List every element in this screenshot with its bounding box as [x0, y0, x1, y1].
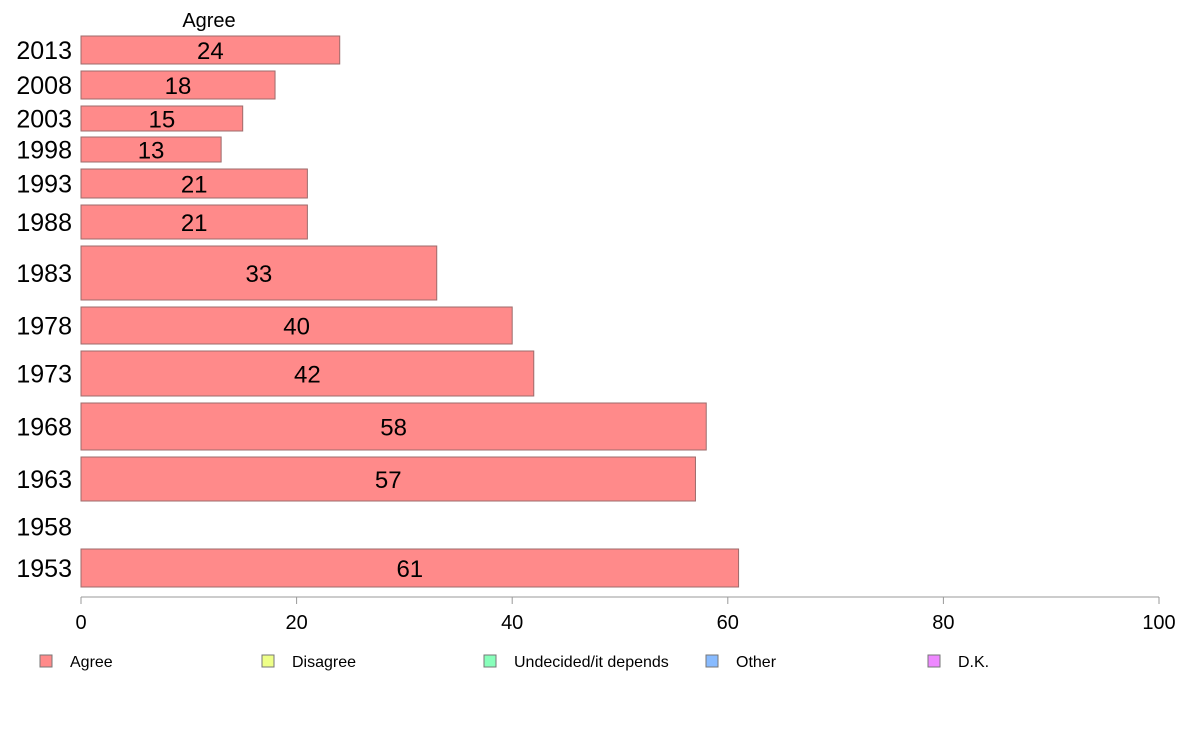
data-label: 21: [181, 172, 208, 199]
bar: [80, 35, 341, 65]
legend-label: Other: [736, 654, 777, 671]
data-label: 42: [294, 362, 321, 389]
y-tick-label: 2013: [16, 37, 72, 65]
y-tick-label: 1953: [16, 555, 72, 583]
legend-swatch: [705, 654, 719, 668]
legend-swatch: [261, 654, 275, 668]
bar: [80, 168, 308, 199]
chart-title: Agree: [182, 10, 235, 32]
data-label: 21: [181, 210, 208, 237]
y-tick-label: 1963: [16, 466, 72, 494]
legend-label: Undecided/it depends: [514, 654, 669, 671]
x-tick-label: 60: [717, 612, 739, 634]
y-tick-label: 1988: [16, 209, 72, 237]
x-tick-label: 40: [501, 612, 523, 634]
y-tick-label: 1958: [16, 514, 72, 542]
bar: [80, 456, 696, 502]
bar: [80, 402, 707, 451]
y-tick-label: 1978: [16, 313, 72, 341]
bar: [80, 245, 438, 301]
data-label: 15: [148, 107, 175, 134]
data-label: 13: [138, 138, 165, 165]
bar: [80, 548, 740, 588]
bar: [80, 350, 535, 397]
x-axis: 0 20 40 60 80 100: [75, 596, 1176, 634]
x-tick-label: 100: [1142, 612, 1175, 634]
legend-swatch: [483, 654, 497, 668]
x-tick-label: 80: [932, 612, 954, 634]
legend-label: Disagree: [292, 654, 356, 671]
y-tick-label: 1993: [16, 171, 72, 199]
y-tick-label: 2003: [16, 106, 72, 134]
legend-swatch: [927, 654, 941, 668]
y-tick-label: 1983: [16, 260, 72, 288]
y-tick-label: 2008: [16, 72, 72, 100]
y-tick-label: 1968: [16, 414, 72, 442]
bar: [80, 136, 222, 163]
legend-label: Agree: [70, 654, 113, 671]
legend: Agree Disagree Undecided/it depends Other D.…: [39, 654, 989, 671]
data-label: 33: [246, 261, 273, 288]
data-label: 58: [380, 415, 407, 442]
bar: [80, 70, 276, 100]
data-label: 24: [197, 38, 224, 65]
legend-label: D.K.: [958, 654, 989, 671]
x-tick-label: 0: [75, 612, 86, 634]
data-label: 61: [396, 556, 423, 583]
y-tick-labels: 2013 2008 2003 1998 1993 1988 1983 1978 1973 1968…: [16, 37, 72, 583]
y-tick-label: 1973: [16, 361, 72, 389]
bar: [80, 204, 308, 240]
data-label: 18: [165, 73, 192, 100]
data-label: 57: [375, 467, 402, 494]
y-tick-label: 1998: [16, 137, 72, 165]
bar: [80, 105, 244, 132]
bar: [80, 306, 513, 345]
x-tick-label: 20: [285, 612, 307, 634]
data-label: 40: [283, 314, 310, 341]
legend-swatch: [39, 654, 53, 668]
